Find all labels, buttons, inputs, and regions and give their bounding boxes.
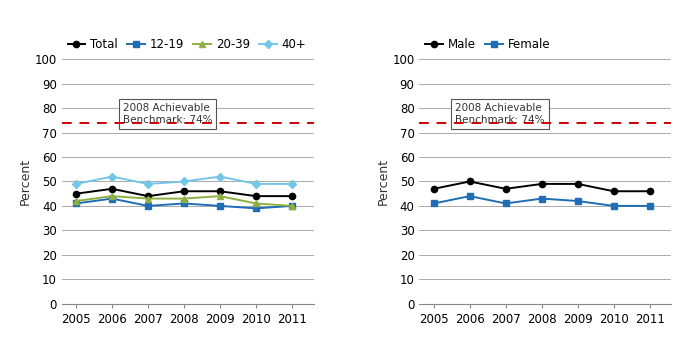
- Y-axis label: Percent: Percent: [18, 158, 32, 205]
- Text: 2008 Achievable
Benchmark: 74%: 2008 Achievable Benchmark: 74%: [456, 103, 545, 125]
- Legend: Total, 12-19, 20-39, 40+: Total, 12-19, 20-39, 40+: [68, 38, 307, 51]
- Text: 2008 Achievable
Benchmark: 74%: 2008 Achievable Benchmark: 74%: [123, 103, 212, 125]
- Legend: Male, Female: Male, Female: [425, 38, 550, 51]
- Y-axis label: Percent: Percent: [377, 158, 390, 205]
